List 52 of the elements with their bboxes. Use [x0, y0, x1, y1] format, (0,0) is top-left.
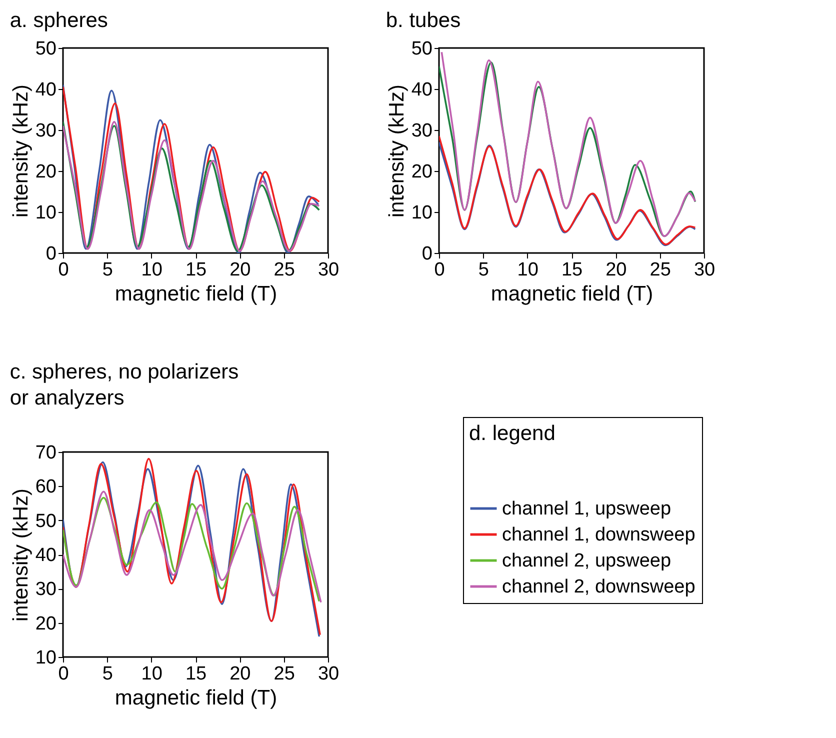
- y-tick-label: 0: [422, 244, 432, 264]
- y-tick-label: 70: [35, 442, 56, 464]
- x-tick-label: 25: [274, 260, 295, 280]
- x-tick-label: 20: [230, 260, 251, 280]
- y-tick-label: 30: [35, 120, 56, 142]
- y-tick-label: 50: [35, 38, 56, 60]
- y-tick-label: 40: [411, 80, 432, 100]
- x-tick-label: 10: [517, 260, 538, 280]
- y-axis-title: intensity (kHz): [9, 84, 32, 218]
- legend-label: channel 2, downsweep: [502, 576, 696, 598]
- y-tick-label: 10: [35, 202, 56, 224]
- x-tick-label: 15: [185, 664, 207, 684]
- x-axis-title: magnetic field (T): [114, 686, 278, 710]
- y-tick-label: 50: [411, 38, 432, 60]
- x-tick-label: 30: [694, 260, 716, 280]
- x-tick-label: 25: [650, 260, 671, 280]
- y-tick-label: 20: [411, 162, 432, 182]
- x-tick-label: 30: [318, 260, 340, 280]
- x-tick-label: 10: [141, 260, 162, 280]
- chart-title: b. tubes: [386, 9, 461, 32]
- y-axis-title: intensity (kHz): [9, 488, 32, 622]
- y-tick-label: 10: [35, 648, 56, 668]
- y-tick-label: 20: [35, 162, 56, 182]
- chart-title: c. spheres, no polarizers or analyzers: [10, 360, 239, 410]
- y-tick-label: 30: [35, 579, 56, 600]
- y-tick-label: 30: [411, 120, 432, 142]
- x-tick-label: 30: [318, 664, 340, 684]
- y-tick-label: 10: [411, 202, 432, 224]
- y-tick-label: 40: [35, 80, 56, 100]
- y-tick-label: 0: [46, 244, 56, 264]
- line-series: [63, 120, 320, 252]
- x-axis-title: magnetic field (T): [490, 282, 654, 306]
- x-tick-label: 10: [141, 664, 162, 684]
- x-tick-label: 5: [102, 260, 113, 280]
- y-tick-label: 20: [35, 613, 56, 634]
- x-tick-label: 25: [274, 664, 295, 684]
- x-tick-label: 15: [561, 260, 583, 280]
- y-tick-label: 40: [35, 545, 56, 566]
- chart-title: a. spheres: [10, 9, 108, 32]
- legend-label: channel 1, downsweep: [502, 524, 696, 546]
- y-tick-label: 50: [35, 510, 56, 532]
- legend-title: d. legend: [469, 422, 556, 445]
- x-tick-label: 5: [102, 664, 113, 684]
- legend-label: channel 1, upsweep: [502, 498, 672, 520]
- x-tick-label: 5: [478, 260, 489, 280]
- x-tick-label: 15: [185, 260, 207, 280]
- x-tick-label: 20: [606, 260, 627, 280]
- x-tick-label: 20: [230, 664, 251, 684]
- y-axis-title: intensity (kHz): [385, 84, 408, 218]
- legend-label: channel 2, upsweep: [502, 550, 672, 572]
- y-tick-label: 60: [35, 476, 56, 498]
- x-axis-title: magnetic field (T): [114, 282, 278, 306]
